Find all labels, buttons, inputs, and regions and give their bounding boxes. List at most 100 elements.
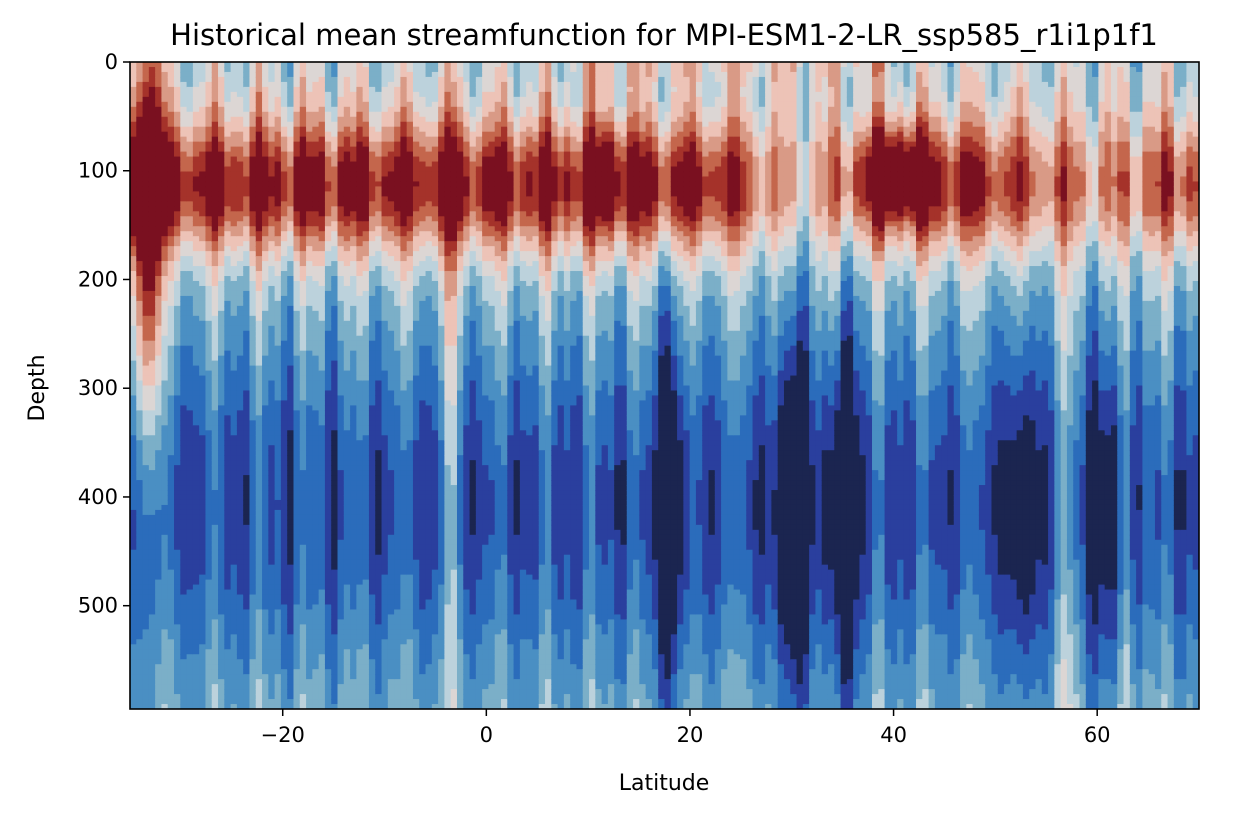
contour-cell [338, 216, 345, 222]
contour-cell [249, 181, 256, 187]
contour-cell [319, 654, 326, 660]
contour-cell [293, 634, 300, 640]
contour-cell [268, 575, 275, 581]
contour-cell [231, 142, 238, 148]
contour-cell [319, 540, 326, 546]
contour-cell [293, 644, 300, 650]
contour-cell [293, 82, 300, 88]
contour-cell [149, 97, 156, 103]
contour-cell [130, 555, 137, 561]
contour-cell [338, 112, 345, 118]
contour-cell [174, 515, 181, 521]
contour-cell [287, 211, 294, 217]
contour-cell [249, 515, 256, 521]
contour-cell [218, 525, 225, 531]
contour-cell [363, 371, 370, 377]
contour-cell [331, 77, 338, 83]
contour-cell [338, 251, 345, 257]
contour-cell [363, 236, 370, 242]
contour-cell [212, 465, 219, 471]
contour-cell [205, 480, 212, 486]
contour-cell [275, 679, 282, 685]
contour-cell [237, 684, 244, 690]
contour-cell [243, 261, 250, 267]
contour-cell [193, 142, 200, 148]
contour-cell [155, 390, 162, 396]
contour-cell [249, 191, 256, 197]
contour-cell [344, 226, 351, 232]
contour-cell [293, 580, 300, 586]
contour-cell [231, 97, 238, 103]
contour-cell [293, 410, 300, 416]
contour-cell [275, 236, 282, 242]
contour-cell [281, 341, 288, 347]
contour-cell [180, 480, 187, 486]
contour-cell [262, 351, 269, 357]
contour-cell [168, 381, 175, 387]
contour-cell [331, 465, 338, 471]
contour-cell [218, 679, 225, 685]
contour-cell [149, 530, 156, 536]
contour-cell [155, 351, 162, 357]
contour-cell [293, 62, 300, 68]
contour-cell [205, 142, 212, 148]
contour-cell [262, 77, 269, 83]
contour-cell [268, 142, 275, 148]
contour-cell [281, 639, 288, 645]
contour-cell [136, 400, 143, 406]
contour-cell [256, 286, 263, 292]
contour-cell [319, 430, 326, 436]
contour-cell [231, 316, 238, 322]
contour-cell [193, 256, 200, 262]
contour-cell [212, 565, 219, 571]
contour-cell [275, 390, 282, 396]
contour-cell [319, 644, 326, 650]
contour-cell [187, 604, 194, 610]
contour-cell [300, 226, 307, 232]
contour-cell [187, 495, 194, 501]
contour-cell [331, 127, 338, 133]
contour-cell [262, 390, 269, 396]
contour-cell [312, 127, 319, 133]
contour-cell [275, 276, 282, 282]
contour-cell [212, 395, 219, 401]
contour-cell [338, 371, 345, 377]
contour-cell [205, 575, 212, 581]
contour-cell [319, 510, 326, 516]
contour-cell [224, 316, 231, 322]
contour-cell [363, 122, 370, 128]
contour-cell [287, 445, 294, 451]
contour-cell [319, 525, 326, 531]
contour-cell [300, 301, 307, 307]
contour-cell [325, 171, 332, 177]
contour-cell [275, 445, 282, 451]
contour-cell [356, 664, 363, 670]
contour-cell [275, 316, 282, 322]
contour-cell [174, 530, 181, 536]
contour-cell [331, 445, 338, 451]
contour-cell [363, 132, 370, 138]
contour-cell [212, 545, 219, 551]
contour-cell [331, 371, 338, 377]
contour-cell [268, 689, 275, 695]
contour-cell [193, 356, 200, 362]
contour-cell [199, 261, 206, 267]
contour-cell [306, 122, 313, 128]
contour-cell [237, 535, 244, 541]
contour-cell [243, 291, 250, 297]
contour-cell [344, 266, 351, 272]
contour-cell [237, 639, 244, 645]
contour-cell [130, 500, 137, 506]
contour-cell [268, 216, 275, 222]
contour-cell [331, 381, 338, 387]
contour-cell [168, 162, 175, 168]
contour-cell [218, 440, 225, 446]
contour-cell [224, 142, 231, 148]
contour-cell [338, 530, 345, 536]
contour-cell [306, 410, 313, 416]
contour-cell [218, 555, 225, 561]
contour-cell [363, 659, 370, 665]
contour-cell [155, 356, 162, 362]
contour-cell [268, 147, 275, 153]
contour-cell [312, 181, 319, 187]
